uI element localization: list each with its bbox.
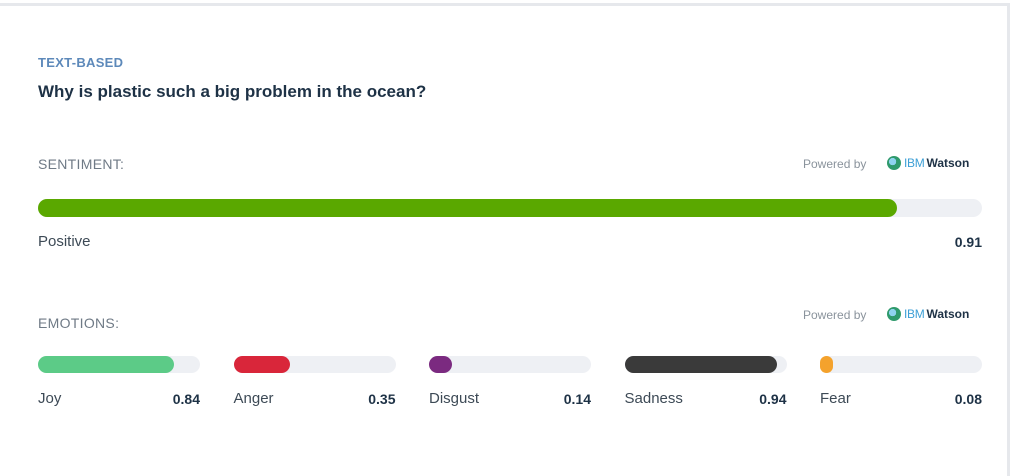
section-label: EMOTIONS: [38, 315, 120, 331]
provider-logo: IBM Watson [887, 307, 969, 321]
emotion-score: 0.94 [759, 391, 787, 407]
logo-icon [887, 156, 901, 170]
bar-track [233, 356, 396, 373]
powered-by: Powered by [803, 308, 867, 322]
emotion-score: 0.08 [954, 391, 982, 407]
kicker: TEXT-BASED [38, 55, 124, 70]
emotion-score: 0.84 [172, 391, 200, 407]
logo-name: Watson [926, 156, 970, 170]
bar-track [624, 356, 787, 373]
bar-fill [38, 356, 175, 373]
logo-brand: IBM [904, 156, 925, 170]
bar-track [38, 199, 982, 217]
bar-fill [38, 199, 898, 217]
sentiment-result: Positive [38, 233, 91, 250]
logo-brand: IBM [904, 307, 925, 321]
emotion-score: 0.14 [563, 391, 591, 407]
bar-fill [233, 356, 291, 373]
question-title: Why is plastic such a big problem in the… [38, 82, 427, 101]
emotion-name: Fear [820, 390, 851, 407]
emotion-name: Joy [38, 390, 62, 407]
logo-icon [887, 307, 901, 321]
bar-fill [429, 356, 452, 373]
card: TEXT-BASED Why is plastic such a big pro… [0, 3, 1010, 476]
emotion-name: Sadness [624, 390, 683, 407]
section-label: SENTIMENT: [38, 156, 125, 172]
powered-by: Powered by [803, 157, 867, 171]
bar-fill [820, 356, 833, 373]
emotion-score: 0.35 [368, 391, 396, 407]
emotion-name: Anger [233, 390, 274, 407]
bar-track [38, 356, 200, 373]
bar-track [429, 356, 591, 373]
sentiment-score: 0.91 [954, 234, 982, 250]
logo-name: Watson [926, 307, 970, 321]
bar-fill [624, 356, 777, 373]
provider-logo: IBM Watson [887, 156, 969, 170]
emotion-name: Disgust [429, 390, 480, 407]
bar-track [820, 356, 982, 373]
